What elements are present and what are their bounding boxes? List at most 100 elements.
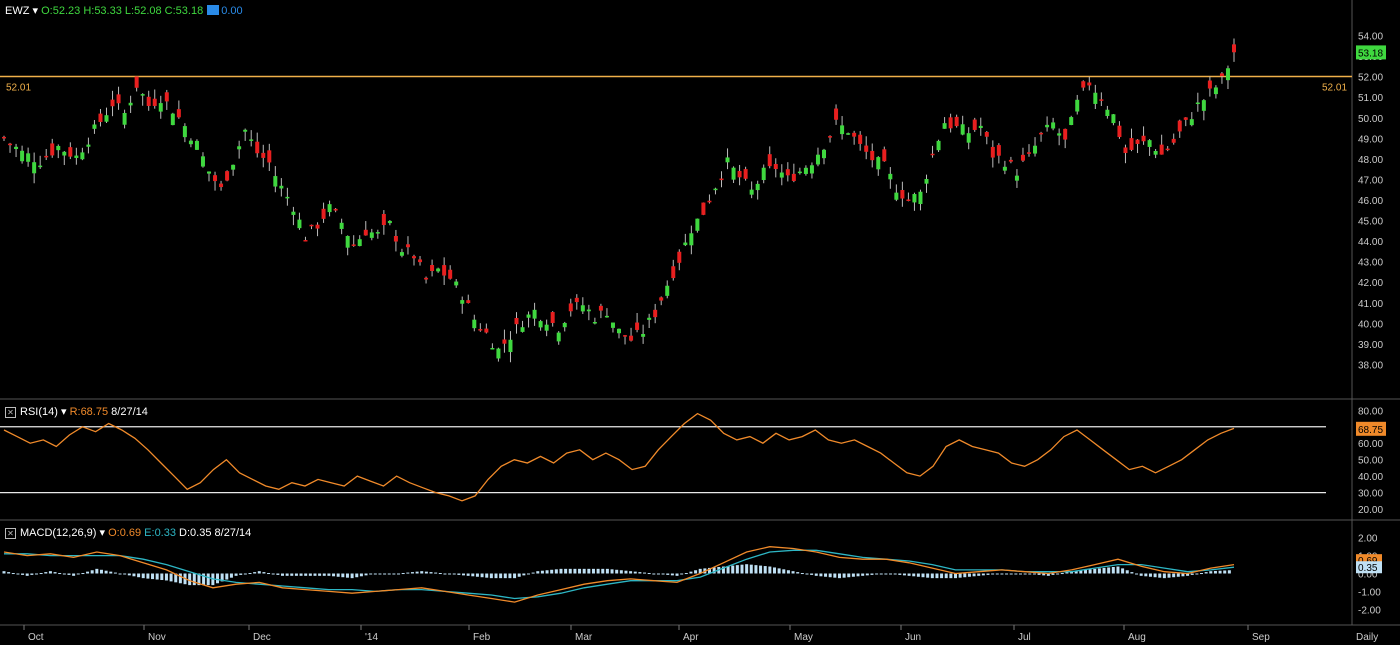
macd-histogram-bar [443,573,447,575]
macd-histogram-bar [1028,573,1032,575]
candle-body [243,129,248,132]
candle-body [586,309,591,312]
macd-histogram-bar [1056,573,1060,575]
macd-histogram-bar [554,569,558,574]
macd-dropdown-icon[interactable]: ▾ [99,527,106,539]
macd-histogram-bar [243,573,247,575]
candle-body [1033,145,1038,154]
macd-histogram-bar [44,572,48,574]
price-tick-label: 52.00 [1358,73,1383,84]
candle-body [1201,100,1206,111]
candle-body [1195,102,1200,105]
macd-histogram-bar [76,573,80,575]
macd-histogram-bar [619,570,623,574]
macd-histogram-bar [837,573,841,579]
macd-histogram-bar [726,566,730,574]
macd-histogram-bar [1195,573,1199,575]
candle-body [870,150,875,161]
candle-body [122,112,127,125]
macd-histogram-bar [7,572,11,574]
candle-body [315,224,320,229]
macd-histogram-bar [930,573,934,579]
candle-body [1117,125,1122,138]
symbol-dropdown-icon[interactable]: ▾ [32,5,39,17]
macd-histogram-bar [99,569,103,574]
macd-histogram-bar [1018,573,1022,575]
macd-histogram-bar [670,573,674,576]
macd-histogram-bar [104,570,108,574]
candle-body [484,328,489,333]
macd-histogram-bar [638,572,642,574]
candle-body [8,143,13,146]
macd-histogram-bar [1046,573,1050,576]
macd-histogram-bar [893,573,897,575]
candle-body [689,233,694,246]
macd-histogram-bar [1172,573,1176,578]
candle-body [580,305,585,312]
macd-histogram-bar [1227,570,1231,574]
macd-histogram-bar [86,571,90,574]
candle-body [152,98,157,106]
candle-body [918,191,923,205]
candle-body [405,244,410,248]
candle-body [1147,140,1152,147]
candle-body [996,145,1001,156]
candle-body [550,312,555,323]
candle-body [809,165,814,174]
macd-histogram-bar [1218,570,1222,574]
candle-body [62,151,67,156]
macd-histogram-bar [332,573,336,577]
candle-body [960,124,965,135]
macd-histogram-bar [299,573,303,576]
candle-body [1183,117,1188,120]
close-rsi-icon[interactable]: ✕ [5,407,16,418]
symbol-label[interactable]: EWZ [5,5,30,17]
candle-body [1141,135,1146,142]
candle-body [297,219,302,229]
macd-histogram-bar [847,573,851,578]
macd-histogram-bar [981,573,985,576]
candle-body [14,146,19,150]
rsi-dropdown-icon[interactable]: ▾ [60,406,67,418]
candle-body [176,109,181,118]
macd-histogram-bar [304,573,308,576]
candle-body [74,155,79,158]
high-value: H:53.33 [83,5,122,17]
macd-name[interactable]: MACD(12,26,9) [20,527,97,539]
candle-body [665,285,670,296]
close-macd-icon[interactable]: ✕ [5,528,16,539]
macd-histogram-bar [137,573,141,578]
candle-body [695,218,700,231]
rsi-tick-label: 60.00 [1358,439,1383,450]
macd-histogram-bar [824,573,828,577]
candle-body [448,269,453,279]
macd-histogram-bar [731,565,735,574]
macd-histogram-bar [285,573,289,576]
macd-histogram-bar [875,573,879,575]
macd-histogram-bar [1107,567,1111,574]
macd-ema-value: E:0.33 [144,527,176,539]
candle-body [858,134,863,144]
candle-body [1002,166,1007,171]
macd-histogram-bar [610,569,614,574]
macd-histogram-bar [25,573,29,576]
candle-body [104,115,109,122]
macd-histogram-bar [1148,573,1152,577]
macd-histogram-bar [480,573,484,578]
candle-body [514,317,519,325]
price-tick-label: 41.00 [1358,299,1383,310]
candle-body [1189,119,1194,126]
macd-histogram-bar [568,568,572,574]
price-tick-label: 43.00 [1358,258,1383,269]
macd-histogram-bar [652,573,656,575]
change-value: 0.00 [221,5,243,17]
candle-body [466,300,471,304]
macd-histogram-bar [582,568,586,574]
macd-histogram-bar [132,573,136,577]
candle-body [990,146,995,158]
macd-histogram-bar [341,573,345,578]
macd-histogram-bar [169,573,173,582]
macd-histogram-bar [861,573,865,576]
rsi-name[interactable]: RSI(14) [20,406,58,418]
